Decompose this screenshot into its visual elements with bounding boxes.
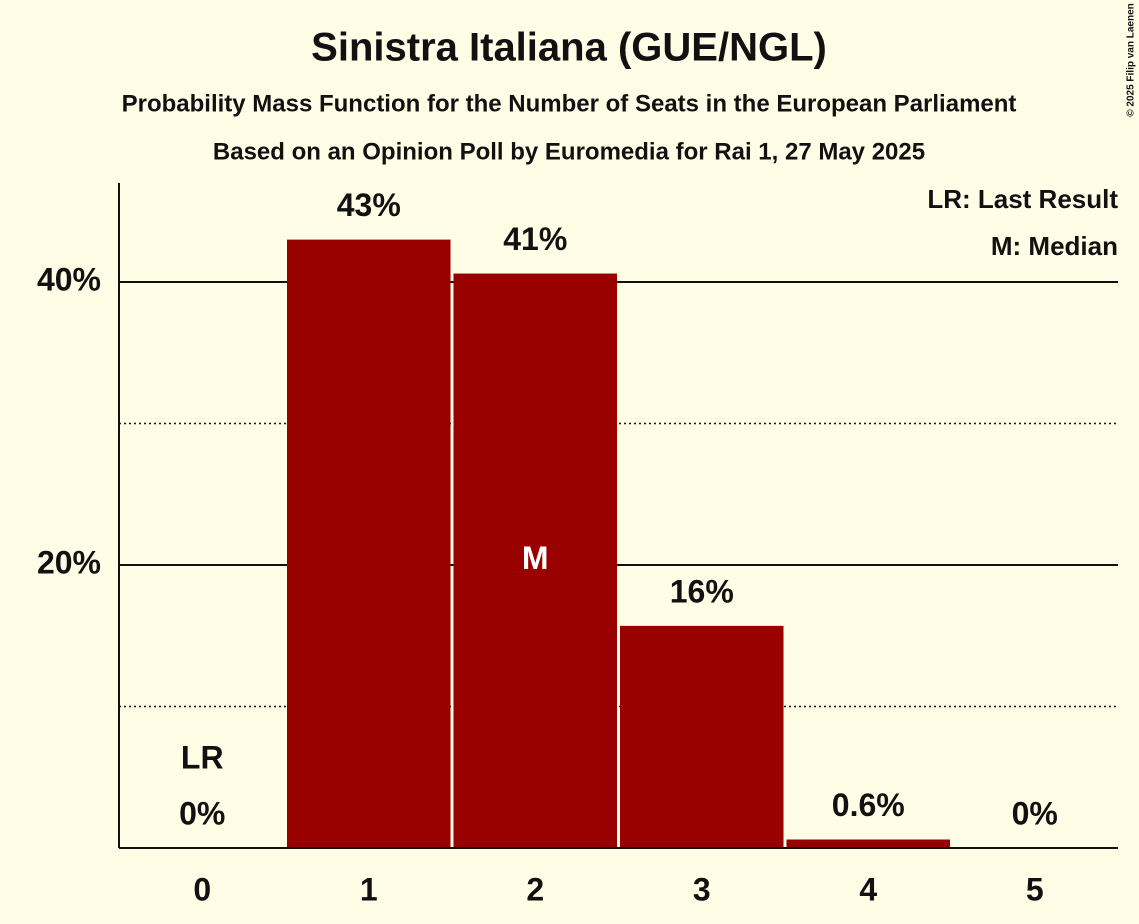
bar — [620, 625, 784, 848]
x-tick-label: 2 — [526, 871, 544, 907]
x-tick-label: 5 — [1026, 871, 1044, 907]
value-label: 41% — [503, 221, 567, 257]
value-label: 43% — [337, 187, 401, 223]
chart-subtitle: Based on an Opinion Poll by Euromedia fo… — [213, 138, 925, 165]
chart-title: Sinistra Italiana (GUE/NGL) — [311, 26, 827, 70]
x-tick-label: 1 — [360, 871, 378, 907]
annotation: LR — [181, 739, 224, 775]
x-tick-label: 4 — [859, 871, 877, 907]
chart-subtitle: Probability Mass Function for the Number… — [122, 90, 1017, 117]
value-label: 0% — [179, 795, 225, 831]
annotation: M — [522, 540, 549, 576]
bar — [287, 239, 451, 848]
copyright: © 2025 Filip van Laenen — [1126, 3, 1137, 117]
bar — [786, 839, 950, 848]
legend-entry: M: Median — [991, 231, 1118, 261]
x-tick-label: 3 — [693, 871, 711, 907]
value-label: 0% — [1012, 795, 1058, 831]
value-label: 0.6% — [832, 787, 905, 823]
x-tick-label: 0 — [193, 871, 211, 907]
y-tick-label: 20% — [37, 544, 101, 580]
bar — [453, 273, 617, 848]
value-label: 16% — [670, 573, 734, 609]
legend-entry: LR: Last Result — [927, 184, 1118, 214]
y-tick-label: 40% — [37, 261, 101, 297]
